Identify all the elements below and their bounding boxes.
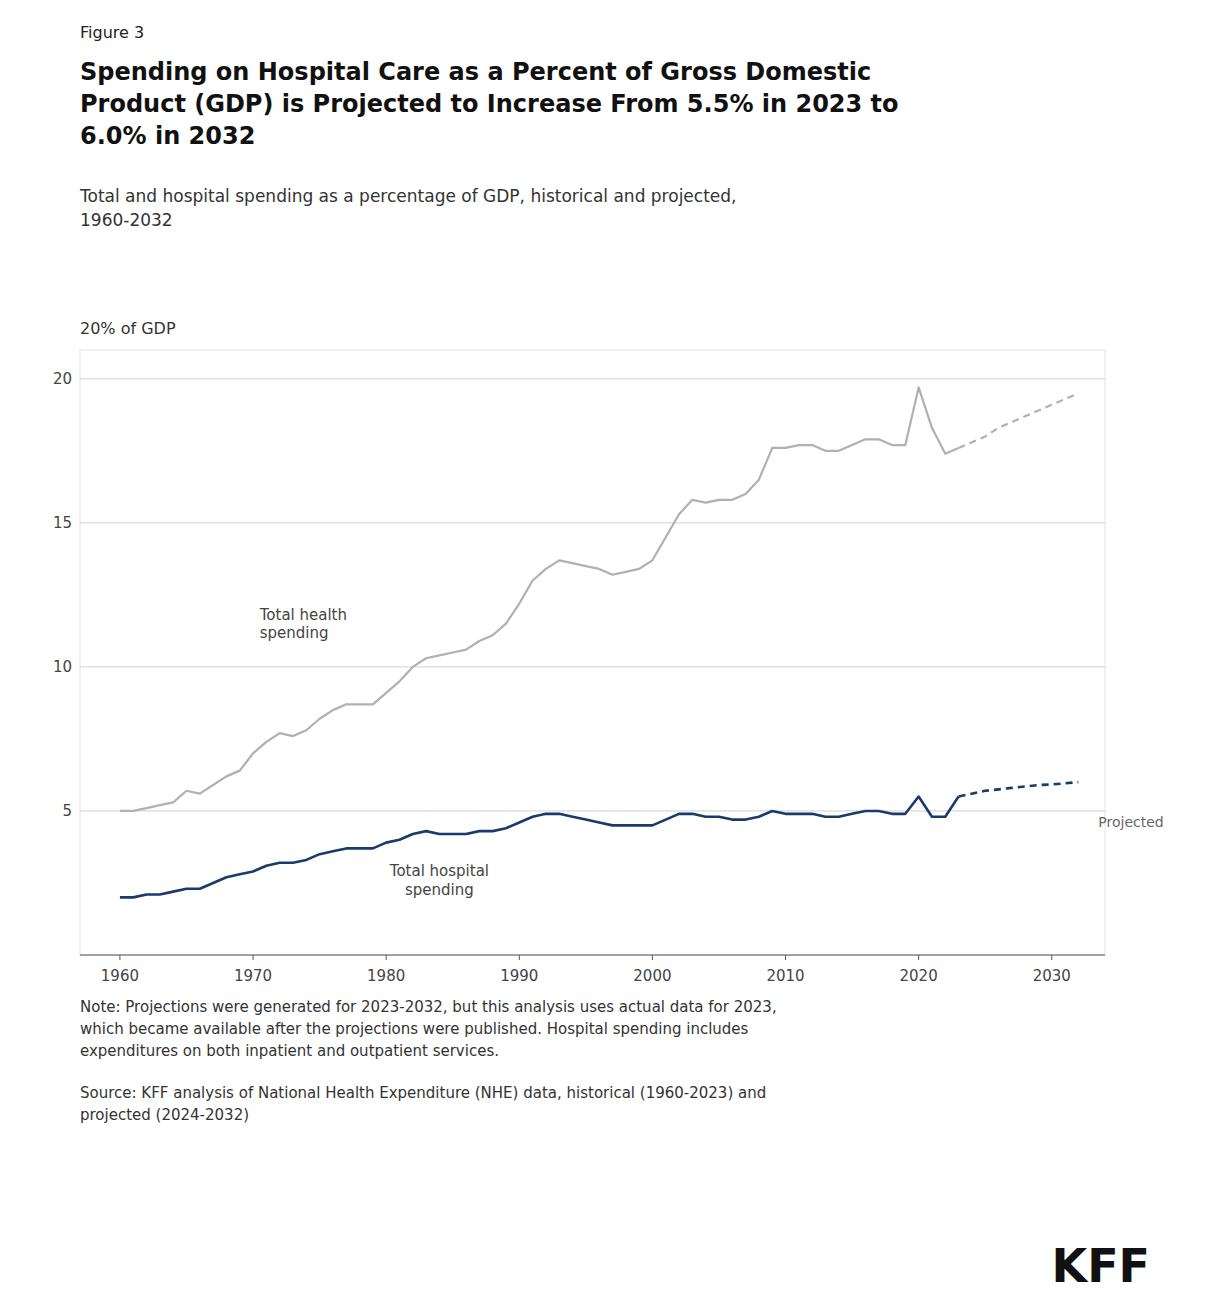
plot-lines xyxy=(120,387,1078,897)
logo: KFF xyxy=(1052,1239,1151,1293)
subtitle-line: 1960-2032 xyxy=(80,210,173,230)
figure-label-line: Figure 3 xyxy=(80,23,144,42)
source-line: Source: KFF analysis of National Health … xyxy=(80,1084,766,1102)
title-line: Spending on Hospital Care as a Percent o… xyxy=(80,58,871,86)
x-tick xyxy=(386,955,387,960)
background xyxy=(0,0,1220,1312)
series-line xyxy=(959,782,1079,796)
subtitle-line: Total and hospital spending as a percent… xyxy=(79,186,736,206)
y-tick-label: 5 xyxy=(62,802,72,820)
x-tick xyxy=(785,955,786,960)
x-tick-label: 1980 xyxy=(367,967,405,985)
logo-line: KFF xyxy=(1052,1239,1151,1293)
y-tick-label: 15 xyxy=(53,514,72,532)
annotation: Projected xyxy=(1098,814,1163,830)
grid-line xyxy=(80,810,1105,811)
figure-label: Figure 3 xyxy=(80,23,144,42)
y-tick-label: 10 xyxy=(53,658,72,676)
x-tick xyxy=(918,955,919,960)
note-line: which became available after the project… xyxy=(80,1020,749,1038)
series-line xyxy=(120,797,959,898)
series-line xyxy=(120,387,959,811)
x-tick-label: 2000 xyxy=(633,967,671,985)
annotation-line: spending xyxy=(405,881,474,899)
annotation-line: Projected xyxy=(1098,814,1163,830)
subtitle: Total and hospital spending as a percent… xyxy=(79,186,736,230)
chart: Figure 3 Spending on Hospital Care as a P… xyxy=(0,0,1220,1312)
x-tick-label: 2020 xyxy=(900,967,938,985)
annotation-line: Total health xyxy=(259,606,347,624)
grid-line xyxy=(80,522,1105,523)
note: Note: Projections were generated for 202… xyxy=(80,998,777,1060)
annotation-line: spending xyxy=(260,624,329,642)
title-line: 6.0% in 2032 xyxy=(80,122,255,150)
x-tick-label: 1970 xyxy=(234,967,272,985)
x-axis-line xyxy=(80,954,1105,955)
x-tick xyxy=(652,955,653,960)
y-axis-label: 20% of GDP xyxy=(80,319,176,338)
annotation-line: Total hospital xyxy=(389,862,489,880)
note-line: Note: Projections were generated for 202… xyxy=(80,998,777,1016)
series-line xyxy=(959,393,1079,448)
plot-frame xyxy=(80,350,1105,955)
note-line: expenditures on both inpatient and outpa… xyxy=(80,1042,499,1060)
source-line: projected (2024-2032) xyxy=(80,1106,249,1124)
annotation: Total hospitalspending xyxy=(389,862,489,899)
x-tick-label: 2030 xyxy=(1033,967,1071,985)
y-tick-label: 20 xyxy=(53,370,72,388)
title-line: Product (GDP) is Projected to Increase F… xyxy=(80,90,899,118)
grid-line xyxy=(80,666,1105,667)
x-tick xyxy=(253,955,254,960)
x-tick-label: 2010 xyxy=(766,967,804,985)
title: Spending on Hospital Care as a Percent o… xyxy=(80,58,899,150)
x-tick xyxy=(119,955,120,960)
annotation: Total healthspending xyxy=(259,606,347,643)
source: Source: KFF analysis of National Health … xyxy=(80,1084,766,1124)
grid-line xyxy=(80,378,1105,379)
x-tick-label: 1960 xyxy=(101,967,139,985)
x-tick xyxy=(1051,955,1052,960)
x-tick xyxy=(519,955,520,960)
x-tick-label: 1990 xyxy=(500,967,538,985)
y-axis-label-line: 20% of GDP xyxy=(80,319,176,338)
